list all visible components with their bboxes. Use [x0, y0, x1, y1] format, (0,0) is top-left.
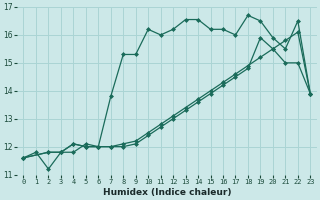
- X-axis label: Humidex (Indice chaleur): Humidex (Indice chaleur): [103, 188, 231, 197]
